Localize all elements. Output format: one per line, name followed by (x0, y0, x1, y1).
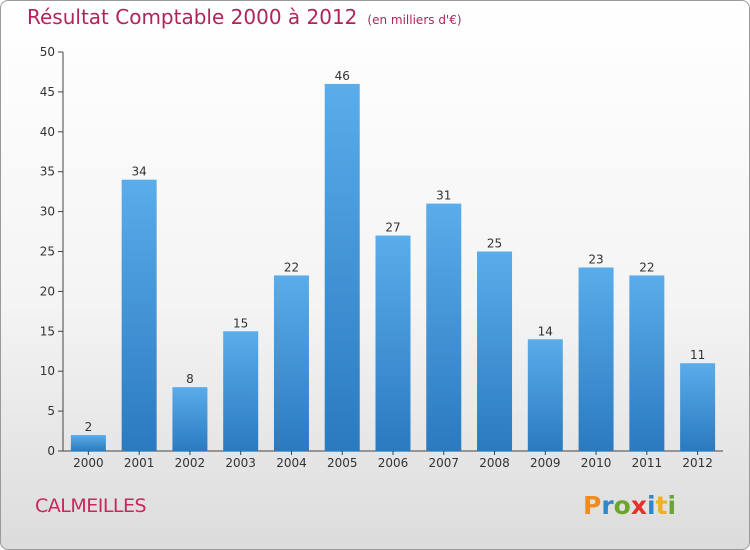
bar (426, 203, 462, 451)
data-label: 14 (538, 324, 553, 338)
data-label: 23 (588, 252, 603, 266)
x-tick-label: 2006 (378, 456, 409, 470)
data-label: 34 (132, 165, 147, 179)
bar (172, 387, 208, 451)
x-tick-label: 2005 (327, 456, 358, 470)
x-tick-label: 2002 (175, 456, 206, 470)
y-tick-label: 40 (40, 125, 55, 139)
bar (70, 435, 106, 451)
data-label: 2 (85, 420, 93, 434)
data-label: 11 (690, 348, 705, 362)
x-tick-label: 2007 (428, 456, 459, 470)
bar (223, 331, 259, 451)
y-tick-label: 0 (47, 444, 55, 458)
bar (121, 179, 157, 451)
commune-name: CALMEILLES (35, 495, 147, 517)
bar (273, 275, 309, 451)
data-label: 46 (335, 69, 350, 83)
x-tick-label: 2008 (479, 456, 510, 470)
data-label: 8 (186, 372, 194, 386)
logo-letter: t (655, 491, 668, 520)
y-tick-label: 5 (47, 404, 55, 418)
logo-letter: i (647, 491, 656, 520)
data-label: 31 (436, 189, 451, 203)
proxiti-logo: Proxiti (583, 491, 676, 520)
logo-letter: x (630, 491, 647, 520)
bar (375, 235, 411, 451)
chart-title: Résultat Comptable 2000 à 2012 (en millie… (27, 5, 462, 29)
y-tick-label: 15 (40, 324, 55, 338)
x-tick-label: 2012 (682, 456, 713, 470)
data-label: 27 (385, 221, 400, 235)
x-tick-label: 2000 (73, 456, 104, 470)
x-tick-label: 2004 (276, 456, 307, 470)
bar (324, 83, 360, 452)
bar (629, 275, 665, 451)
data-label: 25 (487, 237, 502, 251)
x-tick-label: 2010 (581, 456, 612, 470)
y-tick-label: 25 (40, 245, 55, 259)
bar (578, 267, 614, 451)
bar (477, 251, 513, 451)
y-tick-label: 20 (40, 284, 55, 298)
logo-letter: r (601, 491, 614, 520)
logo-letter: P (583, 491, 602, 520)
data-label: 15 (233, 316, 248, 330)
x-tick-label: 2001 (124, 456, 155, 470)
bar (680, 363, 716, 451)
logo-letter: o (613, 491, 631, 520)
chart-unit-text: (en milliers d'€) (367, 13, 462, 27)
bar (527, 339, 563, 451)
x-tick-label: 2003 (225, 456, 256, 470)
y-tick-label: 35 (40, 165, 55, 179)
y-tick-label: 30 (40, 205, 55, 219)
x-tick-label: 2009 (530, 456, 561, 470)
chart-title-text: Résultat Comptable 2000 à 2012 (27, 5, 358, 29)
y-tick-label: 10 (40, 364, 55, 378)
y-tick-label: 45 (40, 85, 55, 99)
data-label: 22 (639, 260, 654, 274)
logo-letter: i (667, 491, 677, 520)
x-tick-label: 2011 (632, 456, 663, 470)
data-label: 22 (284, 260, 299, 274)
y-tick-label: 50 (40, 45, 55, 59)
